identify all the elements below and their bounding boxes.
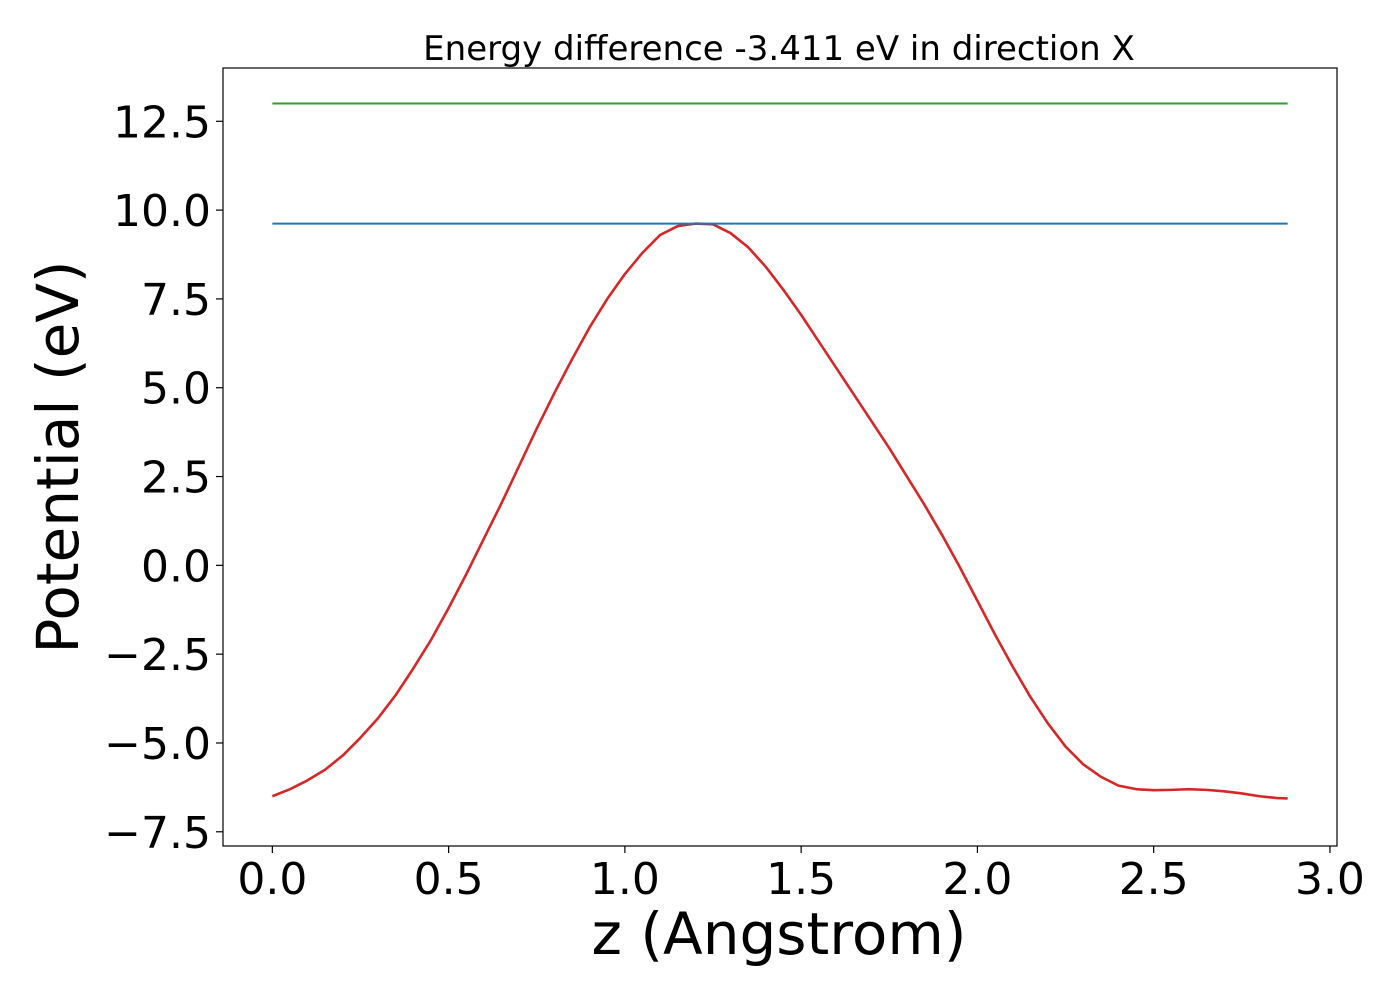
- y-tick-label: 12.5: [113, 97, 211, 148]
- y-tick-label: 7.5: [141, 275, 211, 326]
- y-tick-label: 10.0: [113, 186, 211, 237]
- x-tick-label: 2.5: [1119, 854, 1189, 905]
- y-tick-label: −7.5: [104, 808, 211, 859]
- x-tick-label: 3.0: [1295, 854, 1365, 905]
- y-tick-label: 0.0: [141, 541, 211, 592]
- x-axis-title: z (Angstrom): [592, 900, 967, 968]
- y-tick-label: 5.0: [141, 364, 211, 415]
- y-tick-label: −5.0: [104, 719, 211, 770]
- series-layer: [271, 102, 1288, 800]
- x-axis-ticks: 0.0 0.5 1.0 1.5 2.0 2.5 3.0: [237, 846, 1365, 905]
- x-tick-label: 1.5: [766, 854, 836, 905]
- y-axis-ticks: −7.5 −5.0 −2.5 0.0 2.5 5.0 7.5 10.0 12.5: [104, 97, 223, 859]
- series-line-0: [271, 222, 1288, 800]
- y-tick-label: 2.5: [141, 453, 211, 504]
- y-tick-label: −2.5: [104, 630, 211, 681]
- plot-area-frame: [222, 67, 1338, 847]
- x-tick-label: 0.0: [237, 854, 307, 905]
- x-tick-label: 0.5: [414, 854, 484, 905]
- x-tick-label: 2.0: [942, 854, 1012, 905]
- y-axis-title: Potential (eV): [24, 260, 92, 653]
- x-tick-label: 1.0: [590, 854, 660, 905]
- chart-title: Energy difference -3.411 eV in direction…: [423, 29, 1135, 69]
